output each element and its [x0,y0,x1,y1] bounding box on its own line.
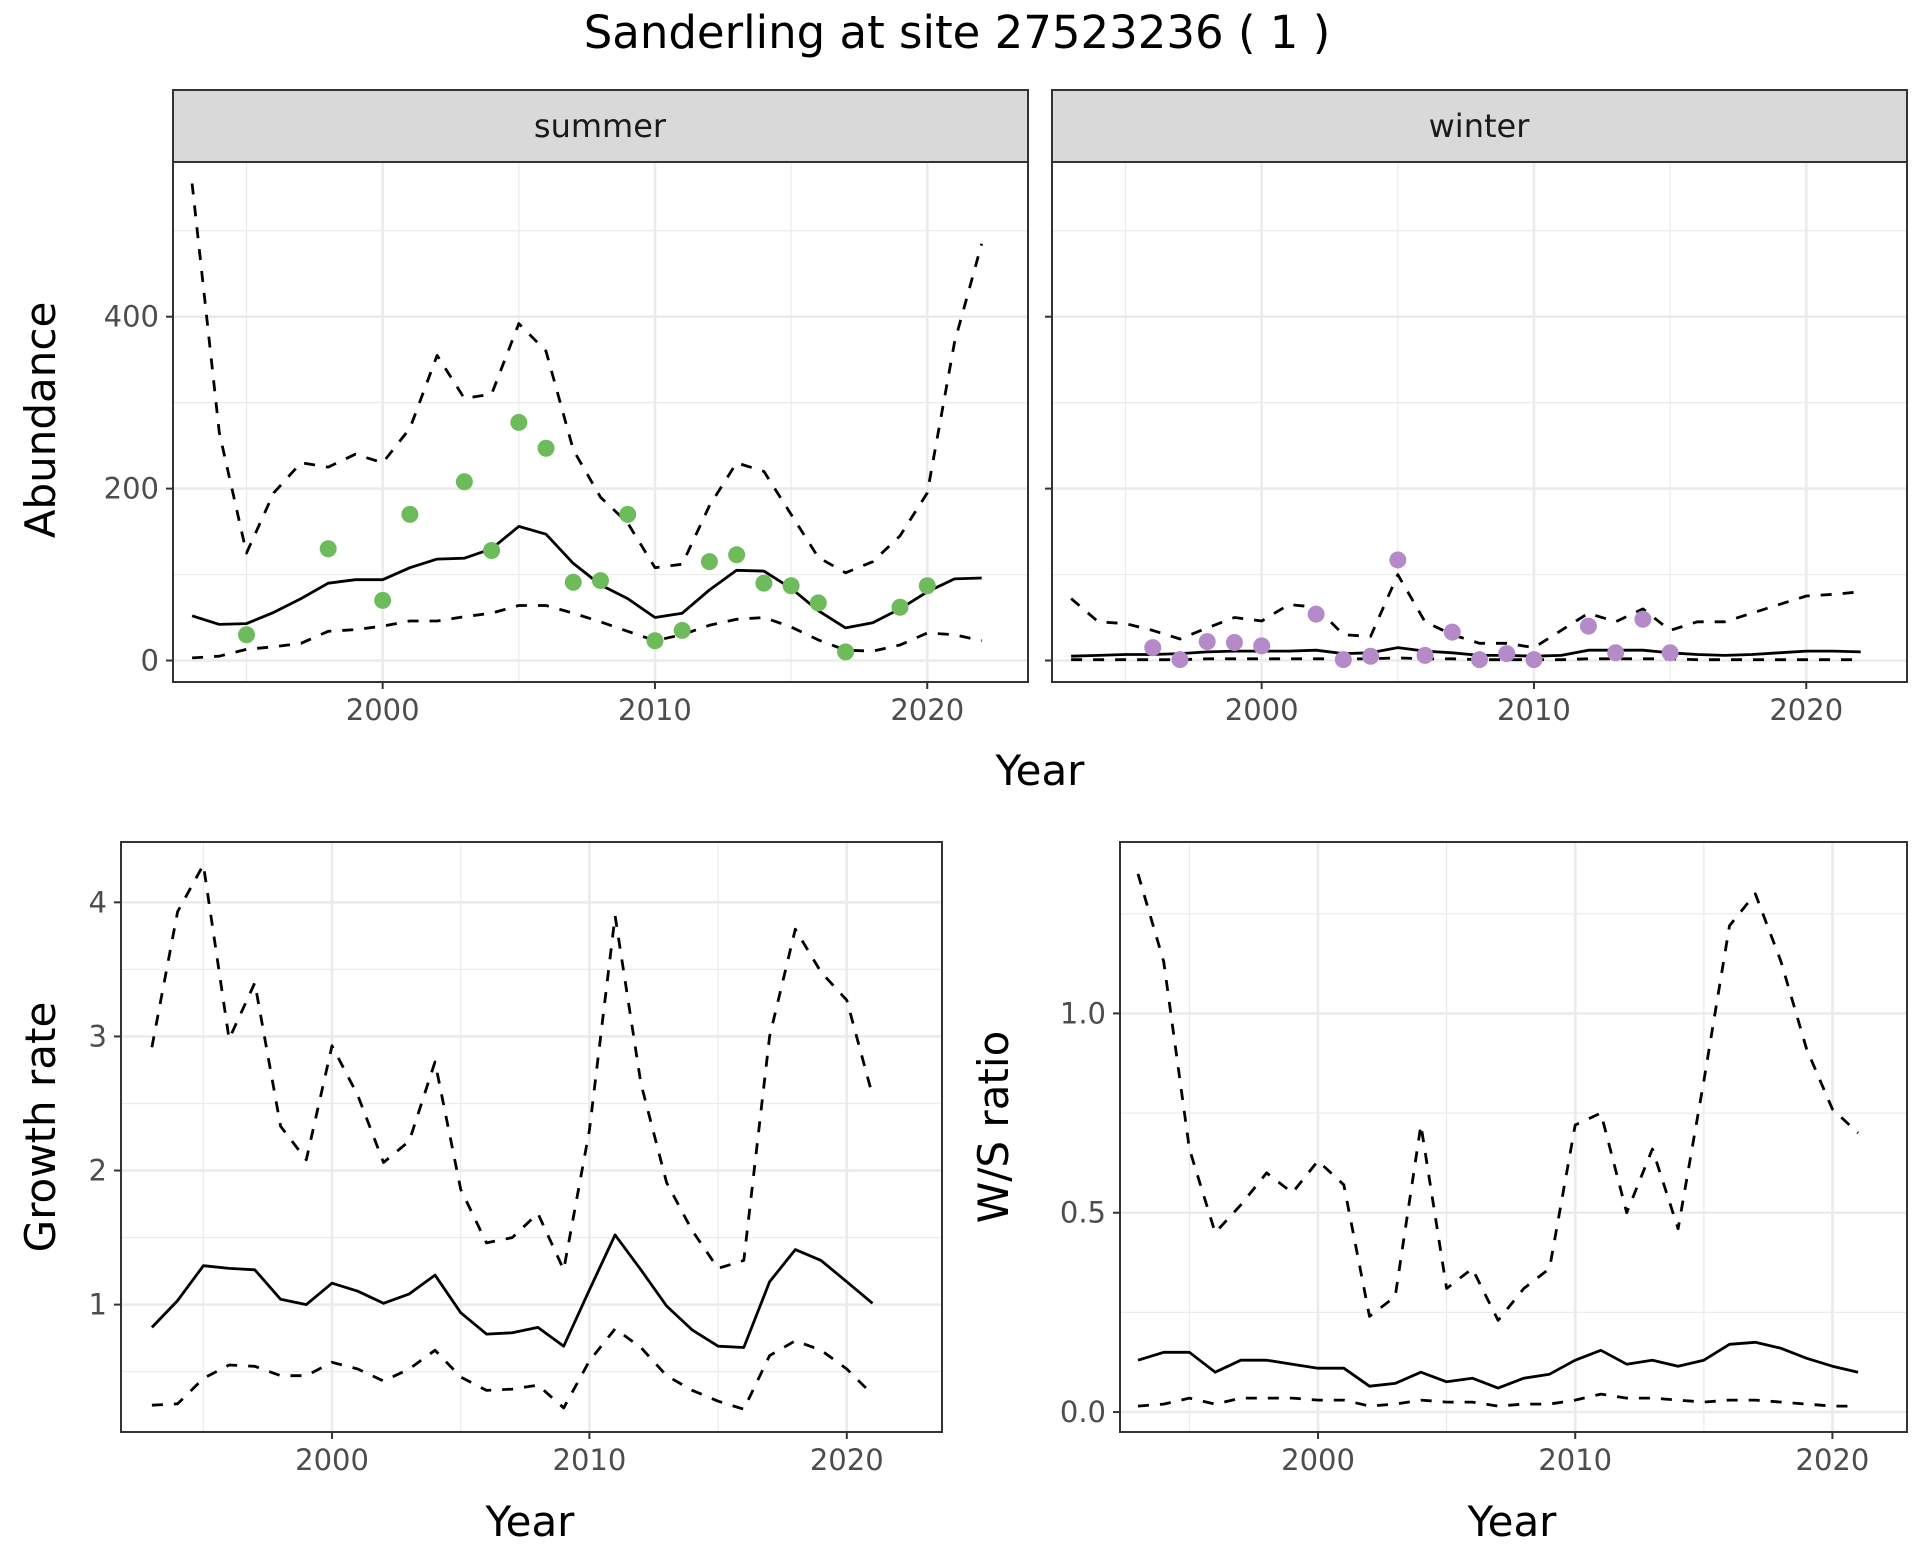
summer-y-tick-label: 200 [104,472,159,506]
growth-y-tick-label: 1 [89,1288,107,1322]
winter-x-tick-label: 2020 [1769,693,1843,727]
summer-observed-point [483,541,501,559]
summer-observed-point [837,643,855,661]
summer-x-tick-label: 2010 [618,693,692,727]
panel-growth-rate: 2000 2010 2020 1 2 3 4 [89,841,943,1477]
summer-observed-point [401,505,419,523]
summer-observed-point [891,598,909,616]
summer-x-tick-label: 2020 [890,693,964,727]
summer-observed-point [755,574,773,592]
summer-observed-point [673,621,691,639]
winter-observed-point [1607,644,1625,662]
summer-observed-point [510,413,528,431]
winter-observed-point [1443,623,1461,641]
growth-y-tick-label: 2 [89,1154,107,1188]
top-x-axis-title: Year [995,746,1086,795]
growth-y-tick-label: 4 [89,885,107,919]
ratio-x-axis-title: Year [1467,1497,1558,1546]
winter-plot-background [1052,162,1907,682]
winter-observed-point [1389,551,1407,569]
winter-observed-point [1579,617,1597,635]
summer-observed-point [918,577,936,595]
growth-x-tick-label: 2020 [810,1443,884,1477]
winter-x-tick-label: 2000 [1225,693,1299,727]
summer-observed-point [238,626,256,644]
summer-observed-point [619,505,637,523]
summer-observed-point [319,540,337,558]
winter-observed-point [1525,651,1543,669]
ratio-y-tick-label: 0.5 [1060,1196,1106,1230]
summer-observed-point [728,546,746,564]
growth-marks [150,863,874,1411]
winter-observed-point [1471,651,1488,669]
winter-observed-point [1144,639,1162,657]
ratio-x-tick-label: 2020 [1796,1443,1870,1477]
strip-summer-label: summer [534,107,667,145]
winter-observed-point [1198,633,1216,651]
summer-observed-point [374,591,392,609]
summer-observed-point [646,632,664,650]
growth-plot-background [121,842,942,1432]
growth-panel-border [120,841,943,1433]
summer-observed-point [564,573,582,591]
summer-x-tick-label: 2000 [346,693,420,727]
ratio-x-tick-label: 2010 [1538,1443,1612,1477]
ratio-upper-line [1136,873,1860,1322]
winter-observed-point [1307,605,1325,623]
ratio-x-tick-label: 2000 [1281,1443,1355,1477]
summer-marks [190,183,984,661]
summer-upper-line [190,183,984,575]
growth-x-axis-title: Year [485,1497,576,1546]
strip-winter-label: winter [1429,107,1531,145]
winter-estimate-line [1071,646,1861,658]
summer-estimate-line [191,525,982,630]
winter-x-tick-label: 2010 [1497,693,1571,727]
summer-observed-point [537,439,555,457]
growth-lower-line [151,1327,874,1411]
growth-y-tick-label: 3 [89,1019,107,1053]
summer-y-tick-label: 0 [141,644,159,678]
panel-winter-abundance: 2000 2010 2020 [1045,161,1908,727]
summer-observed-point [455,473,473,491]
ratio-y-axis-title: W/S ratio [969,1031,1018,1224]
winter-observed-point [1661,644,1679,662]
winter-observed-point [1334,651,1352,669]
ratio-estimate-line [1137,1340,1859,1390]
summer-observed-point [782,577,800,595]
growth-estimate-line [150,1233,874,1349]
abundance-y-axis-title: Abundance [16,302,65,539]
ratio-y-tick-label: 1.0 [1060,996,1106,1030]
summer-lower-line [192,604,983,660]
panel-ws-ratio: 2000 2010 2020 0.0 0.5 1.0 [1060,841,1908,1477]
winter-observed-point [1416,646,1434,664]
winter-observed-point [1634,610,1652,628]
ratio-y-tick-label: 0.0 [1060,1395,1106,1429]
ratio-marks [1136,873,1860,1408]
growth-x-tick-label: 2000 [295,1443,369,1477]
summer-observed-point [809,594,827,612]
winter-marks [1070,551,1861,669]
winter-observed-point [1498,645,1516,663]
winter-observed-point [1171,651,1189,669]
summer-observed-point [700,553,718,571]
ratio-panel-border [1119,841,1908,1433]
winter-observed-point [1253,637,1271,655]
summer-panel-border [172,161,1029,683]
growth-x-tick-label: 2010 [553,1443,627,1477]
growth-upper-line [150,863,874,1272]
strip-summer [172,89,1029,163]
winter-observed-point [1225,633,1243,651]
winter-observed-point [1362,647,1380,665]
summer-plot-background [173,162,1028,682]
plot-title: Sanderling at site 27523236 ( 1 ) [584,6,1331,59]
summer-observed-point [592,572,609,590]
growth-y-axis-title: Growth rate [16,1002,65,1253]
strip-winter [1051,89,1908,163]
ratio-plot-background [1120,842,1907,1432]
summer-y-tick-label: 400 [104,300,159,334]
panel-summer-abundance: 2000 2010 2020 0 200 400 [104,161,1029,727]
winter-panel-border [1051,161,1908,683]
